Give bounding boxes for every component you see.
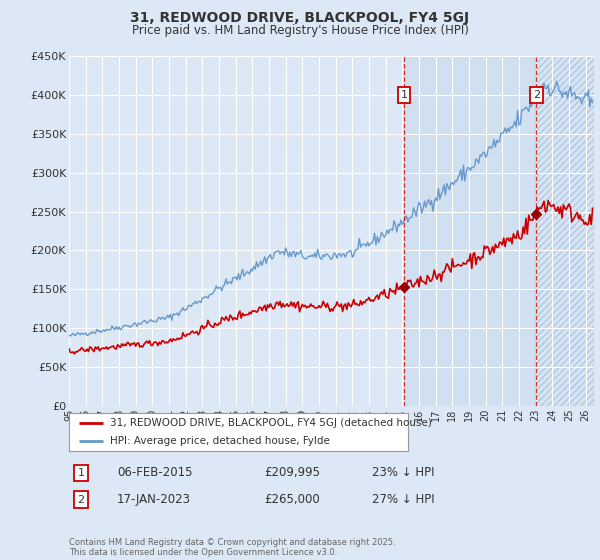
Text: 1: 1 — [400, 90, 407, 100]
Text: Contains HM Land Registry data © Crown copyright and database right 2025.
This d: Contains HM Land Registry data © Crown c… — [69, 538, 395, 557]
Text: £209,995: £209,995 — [264, 466, 320, 479]
Text: 1: 1 — [77, 468, 85, 478]
Bar — [404, 56, 536, 406]
Text: 2: 2 — [533, 90, 540, 100]
Bar — [536, 56, 594, 406]
Text: 06-FEB-2015: 06-FEB-2015 — [117, 466, 193, 479]
Text: 31, REDWOOD DRIVE, BLACKPOOL, FY4 5GJ: 31, REDWOOD DRIVE, BLACKPOOL, FY4 5GJ — [130, 11, 470, 25]
Text: Price paid vs. HM Land Registry's House Price Index (HPI): Price paid vs. HM Land Registry's House … — [131, 24, 469, 36]
Text: 2: 2 — [77, 494, 85, 505]
Text: 17-JAN-2023: 17-JAN-2023 — [117, 493, 191, 506]
Text: 23% ↓ HPI: 23% ↓ HPI — [372, 466, 434, 479]
Text: 31, REDWOOD DRIVE, BLACKPOOL, FY4 5GJ (detached house): 31, REDWOOD DRIVE, BLACKPOOL, FY4 5GJ (d… — [110, 418, 431, 428]
Text: 27% ↓ HPI: 27% ↓ HPI — [372, 493, 434, 506]
Text: HPI: Average price, detached house, Fylde: HPI: Average price, detached house, Fyld… — [110, 436, 329, 446]
Text: £265,000: £265,000 — [264, 493, 320, 506]
Bar — [536, 56, 594, 406]
